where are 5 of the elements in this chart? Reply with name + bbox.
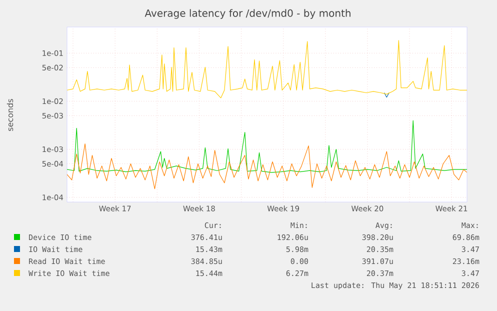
- line-series: [67, 120, 468, 173]
- y-axis-title: seconds: [6, 99, 14, 131]
- line-series: [67, 40, 468, 98]
- line-series: [67, 144, 468, 190]
- chart-title: Average latency for /dev/md0 - by month: [144, 9, 350, 19]
